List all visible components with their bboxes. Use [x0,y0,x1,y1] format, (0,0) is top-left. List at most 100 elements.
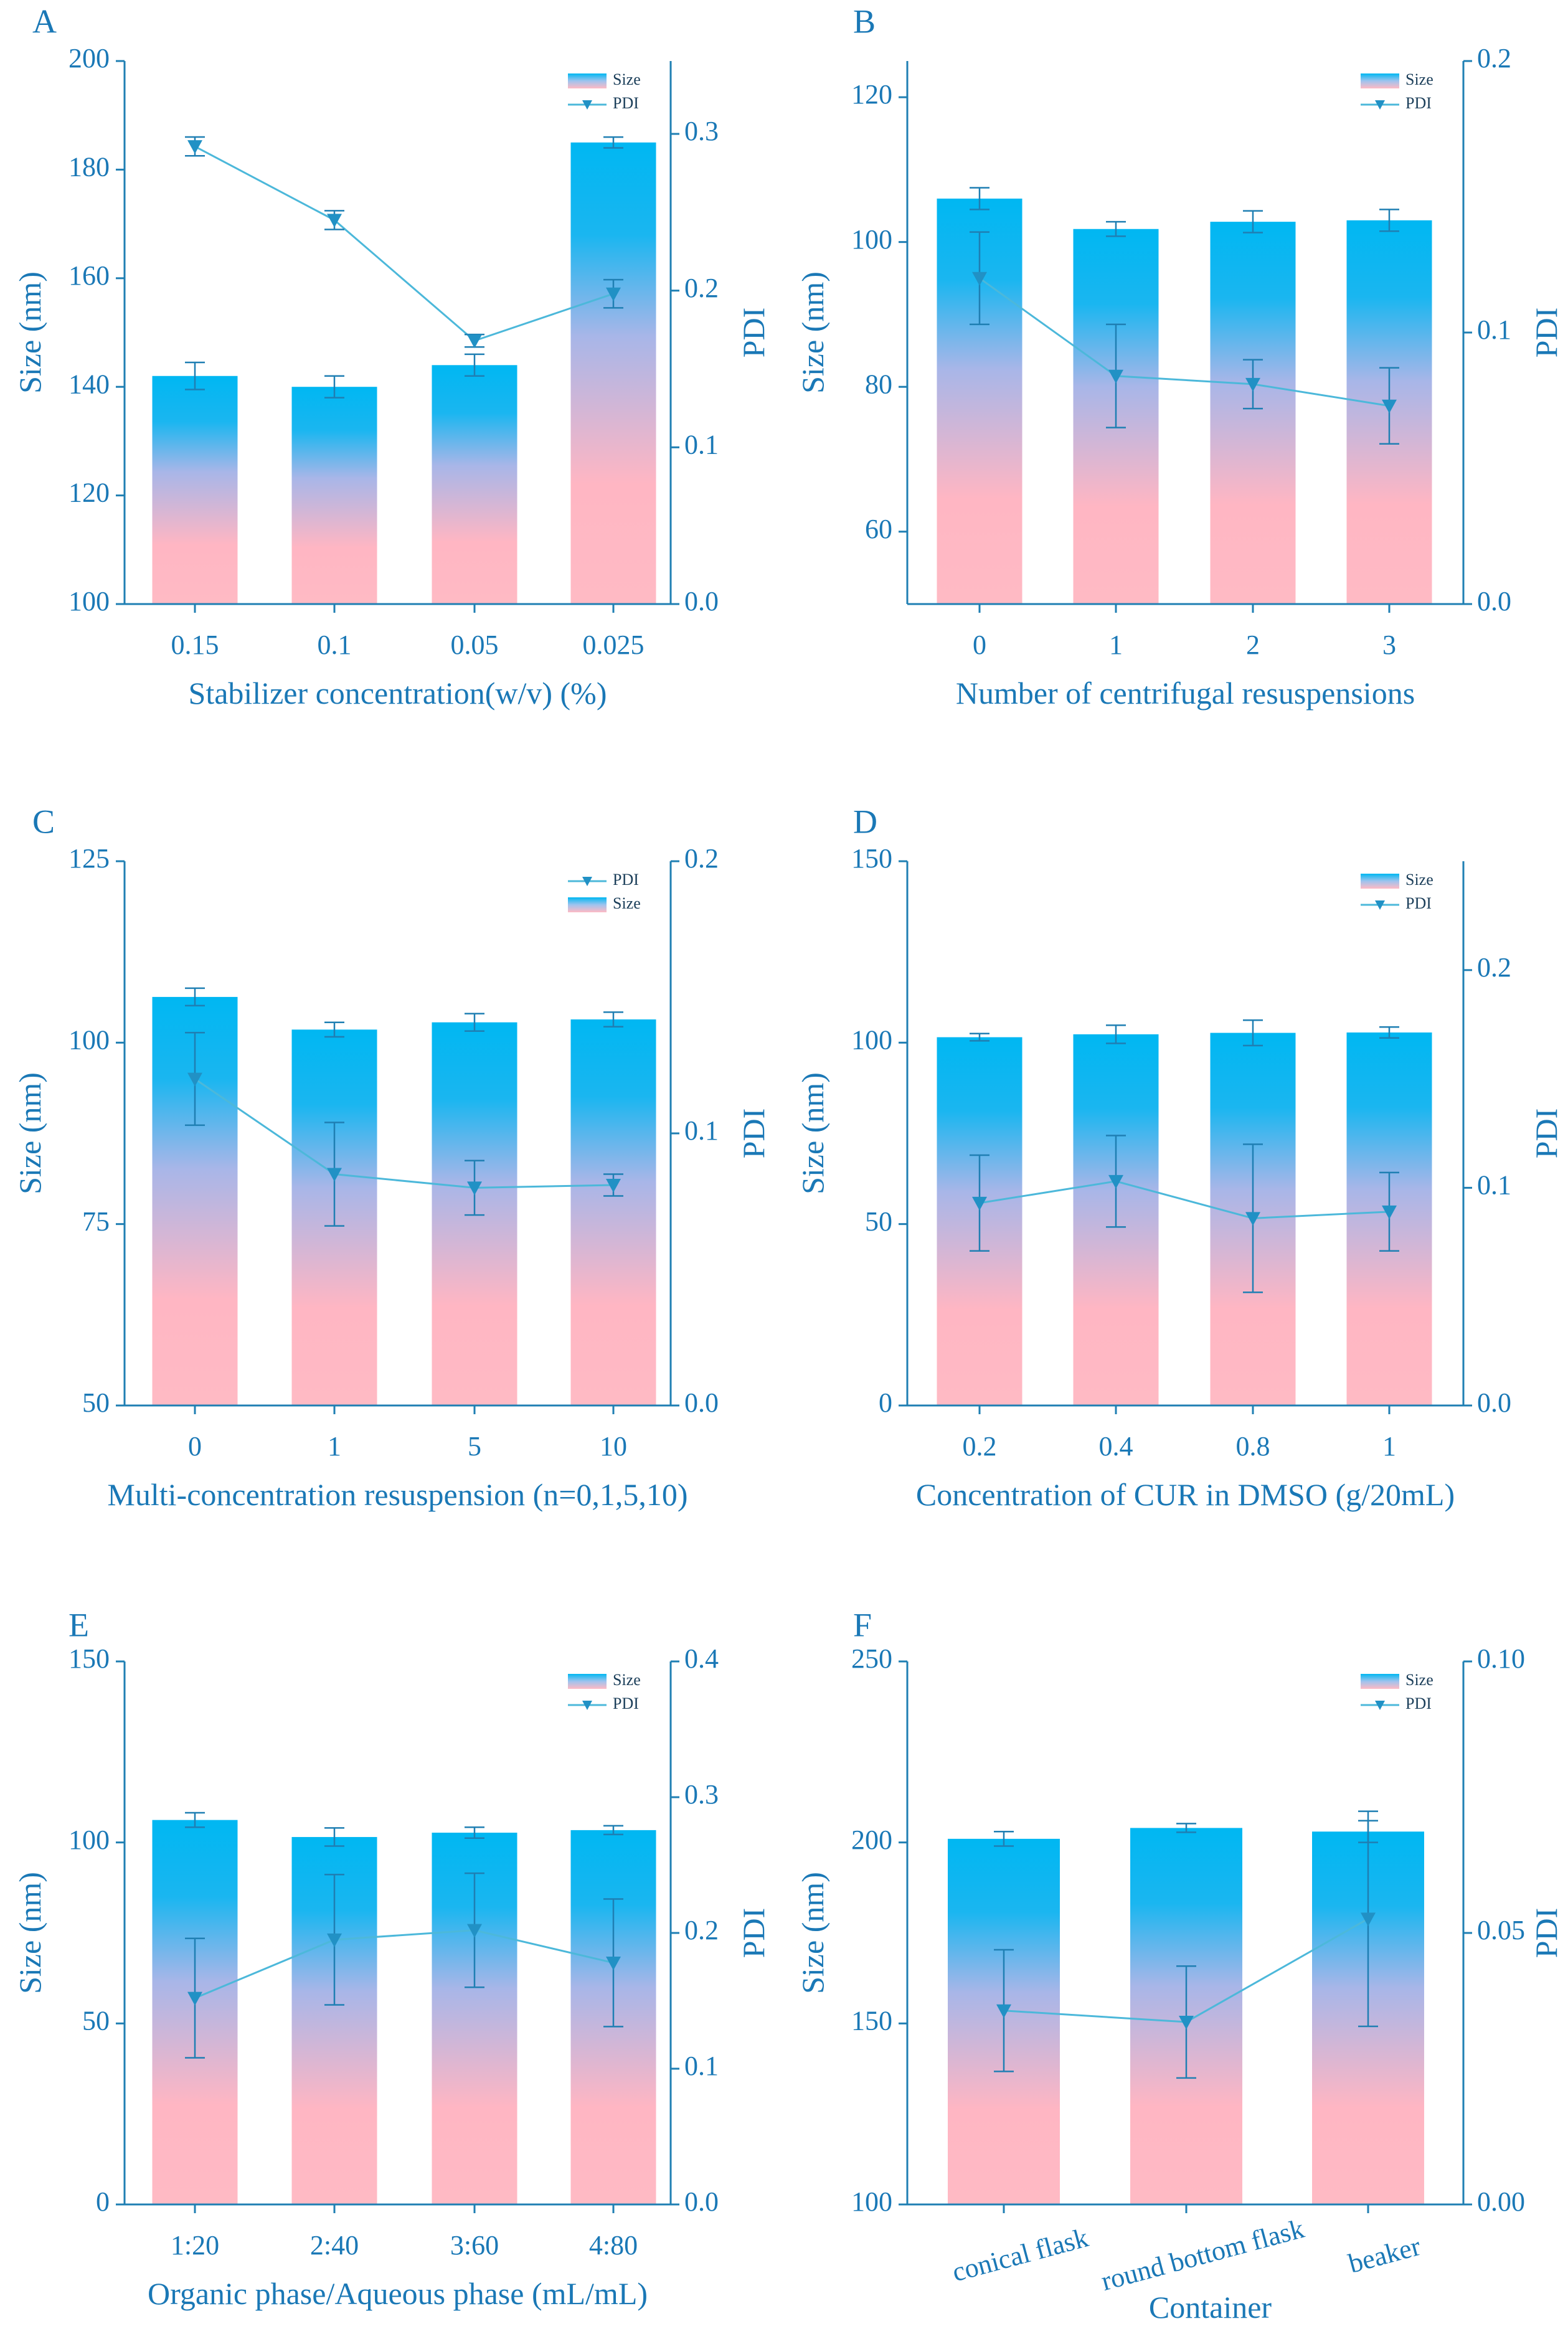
pdi-point-beaker [1361,1912,1376,1927]
right-tick-label: 0.0 [1477,1387,1511,1418]
left-tick-label: 100 [68,586,110,616]
left-tick-label: 100 [68,1024,110,1055]
right-tick-label: 0.1 [684,429,719,460]
right-axis-title: PDI [736,1908,771,1958]
left-tick-label: 80 [865,369,892,399]
x-tick-label: 0.025 [583,630,645,660]
panel-E: E 0 50 100 150 0.0 0.1 0.2 0.3 0.4 1:20 2:40 3:60 4:8… [12,1606,771,2311]
left-tick-label: 0 [96,2186,110,2217]
pdi-point-3:60 [467,1924,482,1938]
pdi-point-10 [606,1179,621,1193]
pdi-point-0.025 [606,287,621,301]
panel-label: E [68,1606,89,1643]
legend-swatch-size [568,73,607,88]
right-tick-label: 0.4 [684,1643,719,1674]
pdi-point-0 [972,272,987,286]
right-tick-label: 0.0 [684,1387,719,1418]
legend-marker-pdi [1375,1701,1385,1710]
panel-label: D [853,803,877,840]
left-tick-label: 100 [851,224,892,255]
pdi-point-0.4 [1108,1174,1123,1189]
legend-swatch-size [1361,874,1399,889]
legend-label-pdi: PDI [613,871,639,889]
x-tick-label: 10 [600,1431,627,1462]
x-tick-label: 0.8 [1236,1431,1270,1462]
left-tick-label: 150 [68,1643,110,1674]
left-tick-label: 140 [68,369,110,399]
panel-label: B [853,2,876,40]
x-tick-label: 0 [188,1431,202,1462]
pdi-line [194,1078,614,1189]
right-axis-title: PDI [736,308,771,358]
right-tick-label: 0.3 [684,116,719,146]
left-tick-label: 120 [851,79,892,110]
left-tick-label: 150 [851,2005,892,2036]
panel-label: A [32,2,57,40]
right-tick-label: 0.2 [1477,43,1511,73]
left-tick-label: 100 [851,1024,892,1055]
pdi-line [194,145,614,342]
x-tick-label: 1 [1109,630,1123,660]
left-tick-label: 75 [82,1206,110,1237]
left-axis-title: Size (nm) [795,272,830,394]
right-tick-label: 0.00 [1477,2186,1525,2217]
size-bar-0.05 [432,365,517,604]
right-tick-label: 0.1 [684,2051,719,2081]
left-tick-label: 100 [68,1825,110,1855]
left-tick-label: 50 [865,1206,892,1237]
legend-label-pdi: PDI [1405,1694,1432,1712]
x-axis-title: Multi-concentration resuspension (n=0,1,… [107,1477,687,1512]
left-tick-label: 60 [865,514,892,544]
pdi-point-3 [1382,399,1397,413]
left-tick-label: 250 [851,1643,892,1674]
x-tick-label: 0.05 [451,630,499,660]
legend-marker-pdi [1375,900,1385,910]
pdi-point-0.8 [1245,1212,1260,1226]
panel-B: B 60 80 100 120 0.0 0.1 0.2 0 1 2 3 Size (nm) PDI Numb… [795,2,1564,711]
pdi-point-0.2 [972,1196,987,1211]
pdi-line [979,1180,1390,1219]
pdi-point-0.05 [467,334,482,349]
x-tick-label: 1:20 [171,2230,219,2260]
panel-label: C [32,803,55,840]
x-tick-label: 0 [973,630,986,660]
right-tick-label: 0.0 [684,586,719,616]
legend-label-pdi: PDI [613,1694,639,1712]
left-tick-label: 0 [879,1387,892,1418]
right-tick-label: 0.2 [684,273,719,303]
x-tick-label: 5 [468,1431,481,1462]
pdi-point-round-bottom-flask [1179,2016,1194,2030]
x-axis-title: Organic phase/Aqueous phase (mL/mL) [148,2276,648,2311]
panel-label: F [853,1606,872,1643]
x-tick-label: 3 [1382,630,1396,660]
panel-A: A 100 120 140 160 180 200 0.0 0.1 0.2 0.3 0.15 0.1 0.… [12,2,771,711]
pdi-point-2 [1245,377,1260,392]
left-tick-label: 160 [68,260,110,291]
left-axis-title: Size (nm) [12,272,47,394]
pdi-point-4:80 [606,1956,621,1970]
x-tick-label: 1 [1382,1431,1396,1462]
pdi-line [194,1929,614,2000]
legend-label-pdi: PDI [1405,94,1432,112]
pdi-point-1 [1108,369,1123,384]
legend-marker-pdi [582,1701,592,1710]
x-axis-title: Concentration of CUR in DMSO (g/20mL) [916,1477,1455,1512]
size-bar-0.025 [570,142,656,605]
x-tick-label: 0.15 [171,630,219,660]
left-tick-label: 125 [68,843,110,874]
left-axis-title: Size (nm) [12,1072,47,1194]
legend-label-pdi: PDI [613,94,639,112]
pdi-point-1 [1382,1205,1397,1219]
left-axis-title: Size (nm) [12,1872,47,1994]
pdi-point-0.1 [327,214,342,228]
x-axis-title: Number of centrifugal resuspensions [956,676,1415,711]
pdi-point-0.15 [187,140,202,154]
right-tick-label: 0.2 [684,1915,719,1945]
right-tick-label: 0.1 [1477,1169,1511,1200]
right-tick-label: 0.0 [684,2186,719,2217]
right-axis-title: PDI [736,1108,771,1159]
legend-swatch-size [1361,1674,1399,1689]
legend-swatch-size [568,1674,607,1689]
